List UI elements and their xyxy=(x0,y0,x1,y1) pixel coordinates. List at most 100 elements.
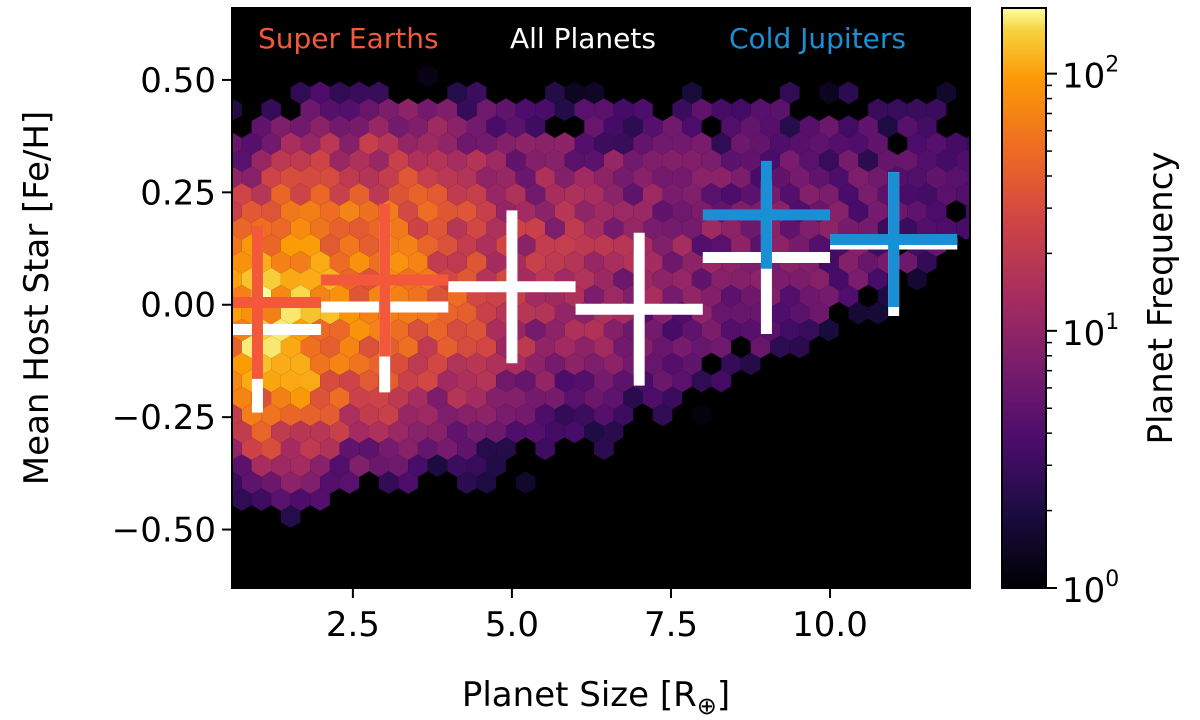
error-bars-layer xyxy=(232,160,958,413)
hexbin-cell xyxy=(780,217,800,240)
hexbin-cell xyxy=(809,234,829,257)
hexbin-cell xyxy=(388,420,409,444)
hexbin-cell xyxy=(652,335,673,359)
hexbin-cell xyxy=(251,149,272,172)
hexbin-cell xyxy=(280,369,301,393)
hexbin-cell xyxy=(554,301,575,325)
hexbin-cell xyxy=(515,132,536,155)
hexbin-cell xyxy=(701,284,722,308)
hexbin-cell xyxy=(848,301,869,325)
hexbin-cell xyxy=(691,132,712,155)
hexbin-cell xyxy=(496,98,516,121)
hexbin-cell xyxy=(564,81,585,105)
hexbin-cell xyxy=(780,284,800,308)
hexbin-cell xyxy=(339,369,360,393)
hexbin-cell xyxy=(320,132,340,155)
hexbin-cell xyxy=(300,403,321,427)
hexbin-cell xyxy=(545,81,565,105)
hexbin-cell xyxy=(447,251,467,274)
hexbin-cell xyxy=(417,64,438,88)
y-tick-label: −0.50 xyxy=(112,511,216,551)
hexbin-cell xyxy=(280,166,301,189)
hexbin-cell xyxy=(408,352,428,376)
hexbin-cell xyxy=(349,420,369,444)
hexbin-cell xyxy=(280,403,301,427)
hexbin-cell xyxy=(427,454,448,477)
hexbin-cell xyxy=(280,132,301,155)
hexbin-cell xyxy=(290,115,311,138)
hexbin-cell xyxy=(466,454,487,477)
hexbin-cell xyxy=(711,267,732,291)
x-axis-label: Planet Size [R⊕] xyxy=(462,675,730,720)
hexbin-cell xyxy=(417,335,438,359)
hexbin-cell xyxy=(721,217,741,240)
hexbin-cell xyxy=(594,234,614,257)
hexbin-cell xyxy=(672,132,692,155)
hexbin-cell xyxy=(232,488,252,511)
hexbin-cell xyxy=(594,369,614,393)
hexbin-cell xyxy=(300,166,321,189)
hexbin-cell xyxy=(447,420,467,444)
hexbin-cell xyxy=(662,318,683,342)
hexbin-cell xyxy=(232,251,252,274)
hexbin-cell xyxy=(378,166,399,189)
hexbin-cell xyxy=(241,166,262,189)
hexbin-cell xyxy=(740,284,761,308)
hexbin-cell xyxy=(691,234,712,257)
hexbin-cell xyxy=(310,149,330,172)
hexbin-cell xyxy=(731,166,751,189)
hexbin-cell xyxy=(388,352,409,376)
hexbin-cell xyxy=(603,251,624,274)
hexbin-cell xyxy=(320,471,340,494)
hexbin-cell xyxy=(603,386,624,410)
hexbin-cell xyxy=(496,132,516,155)
hexbin-cell xyxy=(232,234,242,257)
hexbin-cell xyxy=(388,251,409,274)
hexbin-cell xyxy=(427,115,448,138)
hexbin-cell xyxy=(917,115,937,138)
hexbin-cell xyxy=(574,267,595,291)
plot-frame xyxy=(231,7,971,589)
hexbin-cell xyxy=(652,132,673,155)
hexbin-cell xyxy=(594,403,614,427)
hexbin-cell xyxy=(907,132,927,155)
hexbin-cell xyxy=(408,183,428,206)
hexbin-cell xyxy=(339,403,360,427)
hexbin-cell xyxy=(476,301,497,325)
hexbin-cell xyxy=(672,335,692,359)
hexbin-cell xyxy=(780,183,800,206)
hexbin-cell xyxy=(290,420,311,444)
hexbin-cell xyxy=(300,200,321,223)
hexbin-cell xyxy=(271,149,291,172)
hexbin-cell xyxy=(838,81,859,105)
hexbin-cell xyxy=(721,352,741,376)
hexbin-cell xyxy=(320,166,340,189)
hexbin-cell xyxy=(203,132,223,155)
hexbin-cell xyxy=(643,352,663,376)
hexbin-cell xyxy=(398,403,418,427)
hexbin-cell xyxy=(554,369,575,393)
hexbin-cell xyxy=(232,166,242,189)
hexbin-cell xyxy=(613,98,634,121)
hexbin-cell xyxy=(486,454,506,477)
hexbin-cell xyxy=(232,335,242,359)
hexbin-cell xyxy=(691,98,712,121)
hexbin-cell xyxy=(868,98,888,121)
hexbin-cell xyxy=(261,200,281,223)
hexbin-cell xyxy=(232,132,242,155)
hexbin-cell xyxy=(789,267,810,291)
hexbin-cell xyxy=(212,217,232,240)
hexbin-cell xyxy=(457,335,477,359)
hexbin-cell xyxy=(848,200,869,223)
hexbin-cell xyxy=(232,454,252,477)
hexbin-cell xyxy=(545,149,565,172)
hexbin-cell xyxy=(359,98,379,121)
hexbin-cell xyxy=(907,166,927,189)
hexbin-cell xyxy=(731,267,751,291)
hexbin-cell xyxy=(232,403,242,427)
hexbin-cell xyxy=(310,251,330,274)
hexbin-cell xyxy=(261,471,281,494)
hexbin-cell xyxy=(457,403,477,427)
hexbin-cell xyxy=(271,454,291,477)
hexbin-cell xyxy=(349,81,369,105)
